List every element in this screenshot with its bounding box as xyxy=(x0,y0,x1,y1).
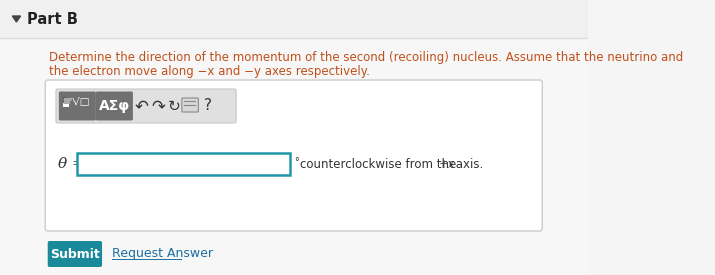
FancyBboxPatch shape xyxy=(182,98,198,112)
FancyBboxPatch shape xyxy=(77,153,290,175)
FancyBboxPatch shape xyxy=(56,89,236,123)
Text: +x: +x xyxy=(438,158,455,170)
FancyBboxPatch shape xyxy=(0,0,588,38)
Text: Determine the direction of the momentum of the second (recoiling) nucleus. Assum: Determine the direction of the momentum … xyxy=(49,51,684,64)
Text: θ =: θ = xyxy=(58,157,84,171)
Text: ↶: ↶ xyxy=(134,97,149,115)
FancyBboxPatch shape xyxy=(59,92,96,120)
Text: Submit: Submit xyxy=(50,248,100,260)
Text: Request Answer: Request Answer xyxy=(112,248,213,260)
Text: ↻: ↻ xyxy=(168,98,181,114)
FancyBboxPatch shape xyxy=(45,80,542,231)
FancyBboxPatch shape xyxy=(0,38,588,275)
Text: ■: ■ xyxy=(62,97,70,106)
Text: ⁿ√□: ⁿ√□ xyxy=(69,97,89,107)
Text: ↷: ↷ xyxy=(151,97,165,115)
FancyBboxPatch shape xyxy=(62,97,67,103)
FancyBboxPatch shape xyxy=(96,92,133,120)
Text: °: ° xyxy=(294,157,299,167)
Polygon shape xyxy=(12,16,21,22)
Text: axis.: axis. xyxy=(452,158,483,170)
Text: Part B: Part B xyxy=(27,12,78,26)
FancyBboxPatch shape xyxy=(62,99,69,107)
Text: the electron move along −x and −y axes respectively.: the electron move along −x and −y axes r… xyxy=(49,65,370,78)
Text: counterclockwise from the: counterclockwise from the xyxy=(300,158,460,170)
Text: AΣφ: AΣφ xyxy=(99,99,130,113)
Text: ?: ? xyxy=(204,98,212,114)
FancyBboxPatch shape xyxy=(48,241,102,267)
